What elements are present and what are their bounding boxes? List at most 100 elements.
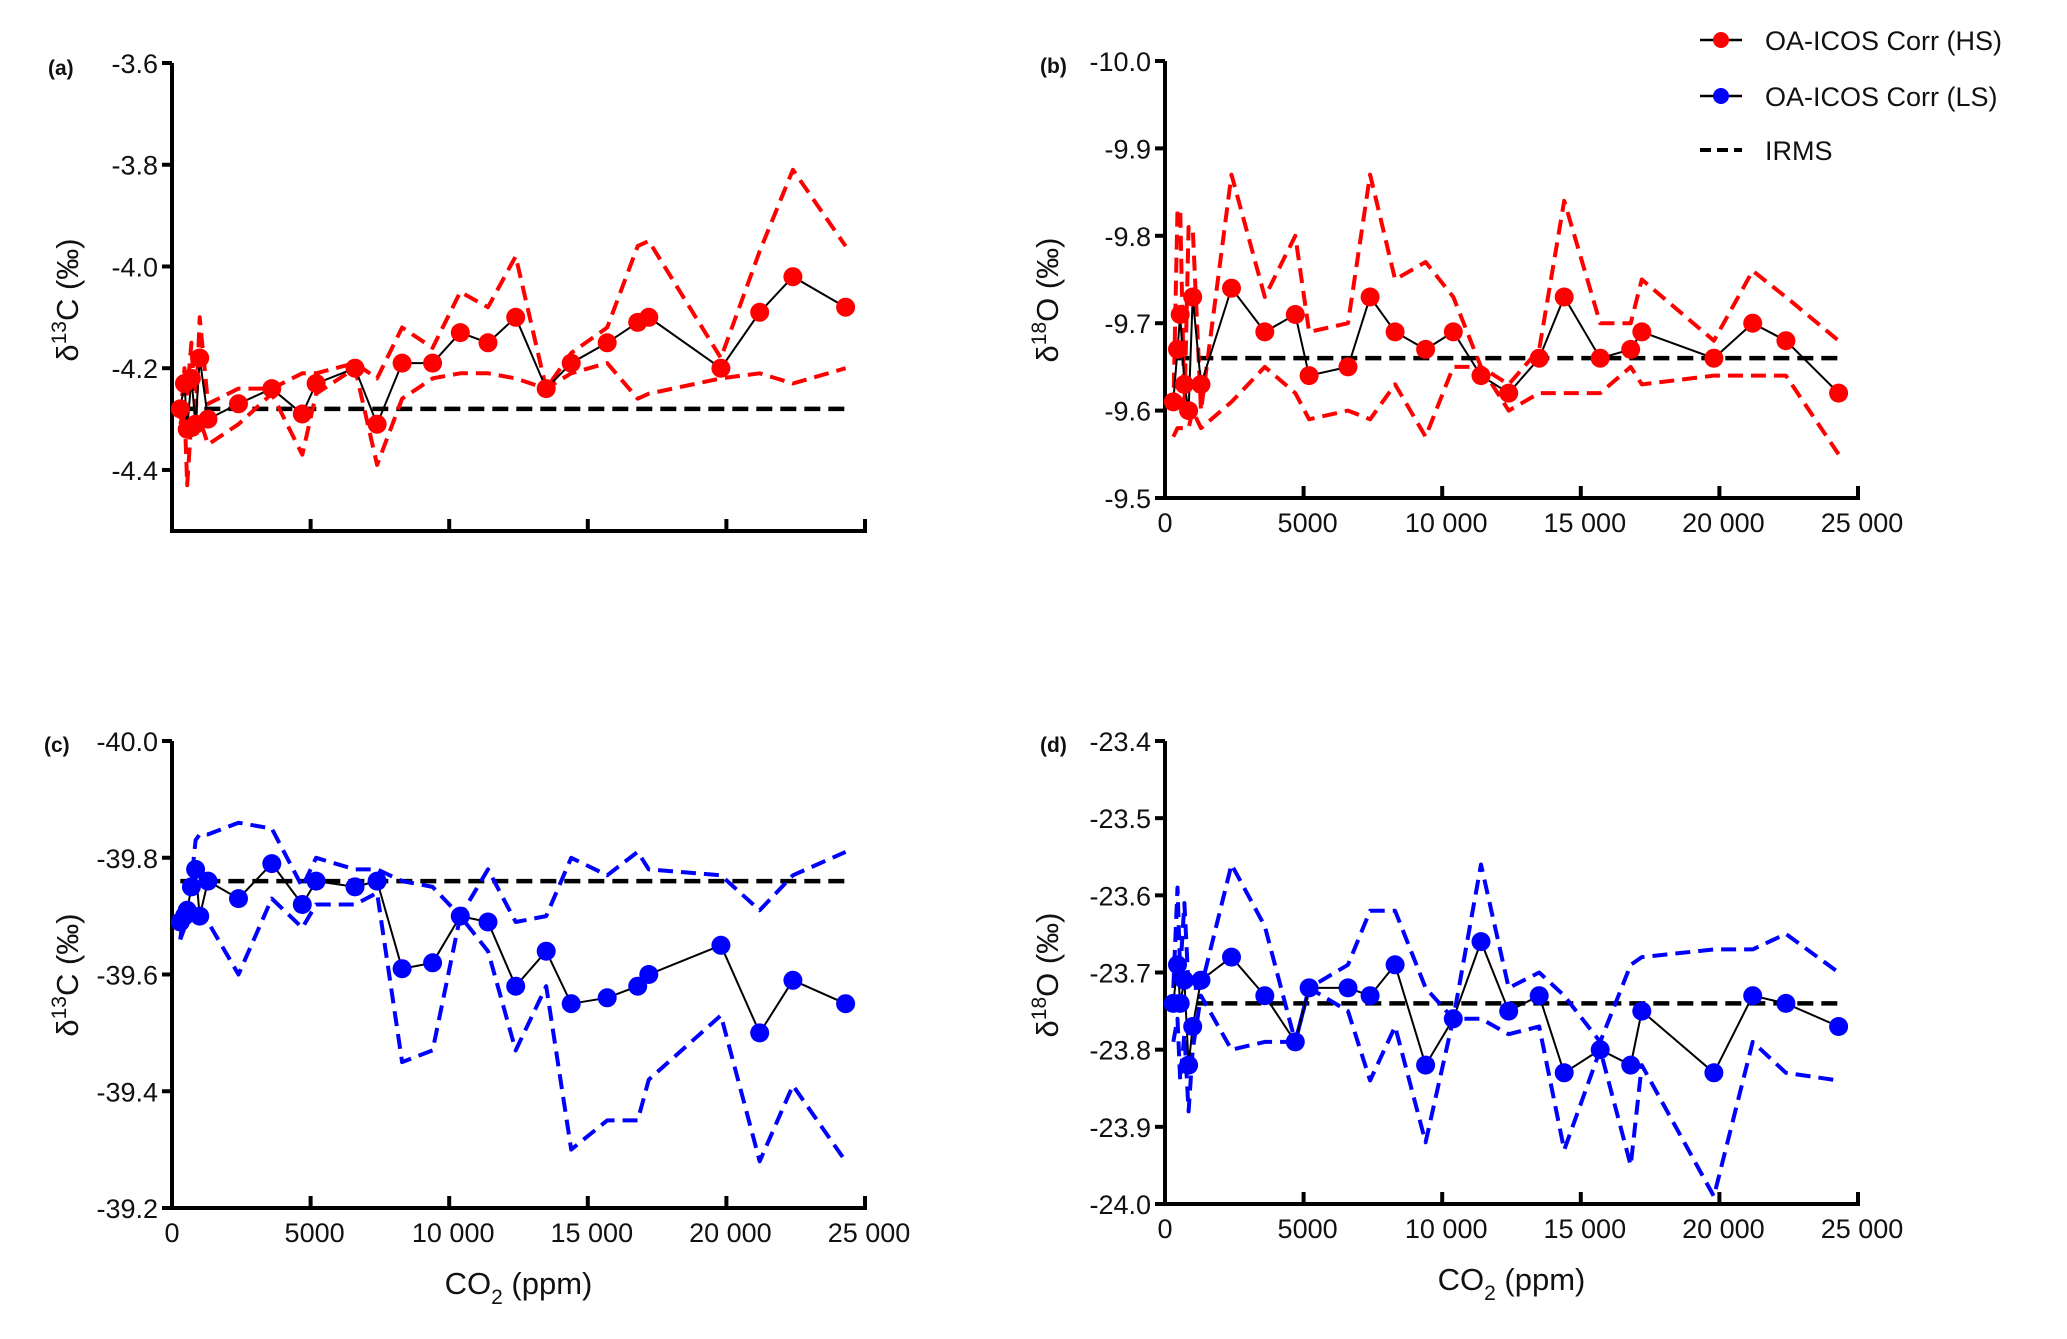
data-point (536, 379, 556, 399)
panel-b: -10.0 -9.9 -9.8 -9.7 -9.6 -9.50 5000 10 000 15 0… (1028, 47, 1903, 538)
data-point (1222, 278, 1241, 298)
data-point (1743, 986, 1763, 1006)
data-point (1621, 1055, 1641, 1075)
x-tick-label: 5000 (1278, 508, 1338, 538)
panel-a: -3.6 -3.8 -4.0 -4.2 -4.4 (a) δ13C (‰) (48, 49, 867, 533)
x-tick-label: 15 000 (1544, 1214, 1627, 1244)
data-point (1529, 348, 1549, 368)
data-point (1529, 986, 1549, 1006)
y-tick-label: -40.0 (96, 727, 158, 757)
y-tick-label: -9.5 (1104, 484, 1151, 514)
data-point (506, 307, 526, 327)
data-point (1360, 287, 1380, 307)
data-point (1338, 357, 1358, 377)
x-tick-label: 20 000 (1682, 508, 1765, 538)
y-tick-label: -4.0 (111, 252, 158, 282)
data-point (1285, 1032, 1305, 1052)
panel-label: (b) (1040, 55, 1067, 78)
data-point (1183, 1017, 1203, 1036)
data-point (1179, 401, 1199, 421)
data-point (345, 877, 365, 897)
data-point (1183, 287, 1203, 307)
data-point (561, 994, 581, 1014)
data-point (1776, 331, 1796, 351)
data-point (1338, 978, 1358, 998)
data-point (1285, 305, 1305, 324)
plot-area (170, 820, 856, 1164)
data-point (711, 935, 731, 955)
data-point (1443, 1009, 1463, 1029)
legend: OA-ICOS Corr (HS) OA-ICOS Corr (LS) IRMS (1700, 26, 2002, 166)
y-tick-label: -23.4 (1089, 727, 1151, 757)
data-point (1743, 313, 1763, 333)
data-point (262, 379, 282, 399)
data-point (190, 906, 210, 926)
x-tick-label: 10 000 (1405, 1214, 1488, 1244)
x-tick-label: 25 000 (828, 1218, 911, 1248)
y-tick-label: -39.8 (96, 844, 158, 874)
data-point (229, 394, 248, 414)
y-axis-title: δ13C (‰) (48, 238, 85, 361)
y-tick-label: -39.2 (96, 1194, 158, 1224)
data-point (450, 906, 470, 926)
x-axis-title: CO2 (ppm) (445, 1266, 593, 1309)
legend-hs-label: OA-ICOS Corr (HS) (1765, 26, 2002, 56)
legend-item-ls: OA-ICOS Corr (LS) (1700, 82, 1998, 112)
data-point (392, 959, 412, 979)
data-point (478, 333, 498, 353)
data-point (423, 953, 443, 973)
legend-ls-label: OA-ICOS Corr (LS) (1765, 82, 1998, 112)
data-point (836, 297, 856, 317)
x-tick-label: 15 000 (1544, 508, 1627, 538)
plot-area (1163, 862, 1849, 1199)
data-point (783, 970, 803, 990)
y-tick-label: -9.8 (1104, 222, 1151, 252)
data-point (181, 877, 201, 897)
data-point (292, 404, 312, 424)
data-point (190, 348, 210, 368)
data-point (186, 859, 206, 879)
x-tick-label: 0 (164, 1218, 179, 1248)
panels: -3.6 -3.8 -4.0 -4.2 -4.4 (a) δ13C (‰) -10.0 -9.9… (44, 47, 1903, 1309)
x-tick-label: 20 000 (689, 1218, 772, 1248)
data-point (1416, 1055, 1436, 1075)
upper-bound-line (1171, 862, 1840, 1044)
panel-label: (a) (48, 57, 74, 80)
y-axis-title: δ13C (‰) (48, 913, 85, 1036)
y-tick-label: -9.7 (1104, 309, 1151, 339)
y-tick-label: -39.6 (96, 961, 158, 991)
y-tick-label: -23.8 (1089, 1036, 1151, 1066)
upper-bound-line (1171, 172, 1840, 413)
data-point (1554, 1063, 1574, 1083)
data-point (198, 871, 218, 891)
upper-bound-line (178, 820, 847, 940)
lower-bound-line (178, 890, 848, 1164)
panel-c: -40.0 -39.8 -39.6 -39.4 -39.20 5000 10 000 15 0… (44, 727, 910, 1309)
data-point (1704, 1063, 1724, 1083)
y-tick-label: -10.0 (1089, 47, 1151, 77)
data-point (1174, 374, 1194, 394)
x-tick-label: 10 000 (412, 1218, 495, 1248)
series-connector-line (179, 862, 847, 1036)
data-point (198, 409, 218, 429)
x-tick-label: 0 (1157, 508, 1172, 538)
data-point (783, 267, 803, 287)
data-point (1590, 348, 1610, 368)
data-point (750, 302, 770, 322)
data-point (836, 994, 856, 1014)
y-tick-label: -39.4 (96, 1077, 158, 1107)
panel-label: (d) (1040, 734, 1067, 757)
data-point (292, 895, 312, 914)
data-point (345, 358, 365, 378)
data-point (506, 976, 526, 996)
data-point (1632, 322, 1652, 342)
upper-bound-line (178, 167, 848, 422)
data-point (392, 353, 412, 373)
data-point (1179, 1055, 1199, 1075)
data-point (1590, 1040, 1610, 1060)
y-tick-label: -23.6 (1089, 881, 1151, 911)
data-point (262, 854, 282, 874)
y-tick-label: -24.0 (1089, 1190, 1151, 1220)
data-point (711, 358, 731, 378)
